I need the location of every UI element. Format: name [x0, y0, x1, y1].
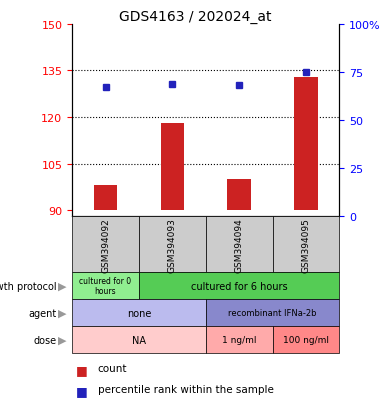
Text: cultured for 6 hours: cultured for 6 hours — [191, 281, 287, 291]
Text: GSM394092: GSM394092 — [101, 217, 110, 272]
Text: count: count — [98, 363, 127, 373]
Text: GSM394095: GSM394095 — [301, 217, 310, 272]
Text: 1 ng/ml: 1 ng/ml — [222, 335, 256, 344]
Text: ■: ■ — [76, 384, 88, 397]
Text: percentile rank within the sample: percentile rank within the sample — [98, 384, 273, 394]
Text: GSM394093: GSM394093 — [168, 217, 177, 272]
Text: agent: agent — [28, 308, 57, 318]
Text: dose: dose — [34, 335, 57, 345]
Bar — [227, 180, 251, 211]
Bar — [161, 124, 184, 211]
Text: ▶: ▶ — [58, 308, 67, 318]
Bar — [294, 78, 317, 211]
Bar — [94, 186, 117, 211]
Text: growth protocol: growth protocol — [0, 281, 57, 291]
Text: GDS4163 / 202024_at: GDS4163 / 202024_at — [119, 10, 271, 24]
Text: ▶: ▶ — [58, 281, 67, 291]
Text: recombinant IFNa-2b: recombinant IFNa-2b — [228, 309, 317, 317]
Text: none: none — [127, 308, 151, 318]
Text: NA: NA — [132, 335, 146, 345]
Text: 100 ng/ml: 100 ng/ml — [283, 335, 329, 344]
Text: ▶: ▶ — [58, 335, 67, 345]
Text: ■: ■ — [76, 363, 88, 376]
Text: GSM394094: GSM394094 — [235, 217, 244, 272]
Text: cultured for 0
hours: cultured for 0 hours — [80, 276, 131, 296]
